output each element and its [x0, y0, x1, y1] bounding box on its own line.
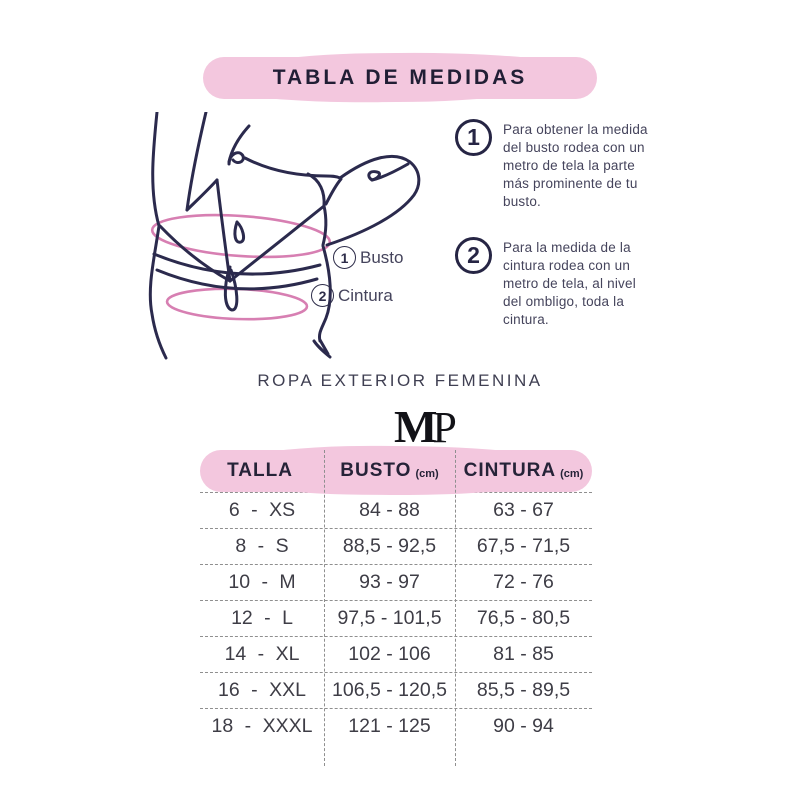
cell-busto: 106,5 - 120,5 — [332, 679, 447, 701]
column-header-busto-unit: (cm) — [415, 467, 439, 480]
cell-cintura: 72 - 76 — [493, 571, 554, 593]
cell-talla: 8 - S — [235, 535, 289, 557]
table-row: 18 - XXXL 121 - 125 90 - 94 — [200, 708, 592, 744]
column-header-busto: BUSTO (cm) — [324, 450, 455, 492]
column-header-cintura: CINTURA (cm) — [455, 450, 592, 492]
cell-cintura: 85,5 - 89,5 — [476, 679, 571, 701]
cintura-label: Cintura — [338, 285, 393, 305]
table-row: 12 - L 97,5 - 101,5 76,5 - 80,5 — [200, 600, 592, 636]
title-banner: TABLA DE MEDIDAS — [203, 51, 597, 104]
busto-label: Busto — [360, 247, 404, 267]
cell-busto: 84 - 88 — [359, 499, 420, 521]
column-header-cintura-label: CINTURA — [463, 460, 557, 481]
torso-strokes — [148, 112, 421, 360]
instruction-2: 2 Para la medida de la cintura rodea con… — [455, 237, 648, 329]
cell-cintura: 90 - 94 — [493, 715, 554, 737]
brand-letter-p: P — [432, 403, 457, 452]
cintura-number-circle: 2 — [311, 284, 334, 307]
instruction-2-number-circle: 2 — [455, 237, 492, 274]
brand-letter-m: M — [394, 401, 438, 452]
cell-talla: 6 - XS — [228, 499, 296, 521]
cell-talla: 12 - L — [231, 607, 293, 629]
bust-measure-ellipse — [150, 213, 332, 259]
page-title: TABLA DE MEDIDAS — [272, 66, 528, 89]
column-header-talla-label: TALLA — [227, 460, 293, 481]
cell-talla: 14 - XL — [224, 643, 300, 665]
instruction-1: 1 Para obtener la medida del busto rodea… — [455, 119, 648, 211]
table-row: 10 - M 93 - 97 72 - 76 — [200, 564, 592, 600]
table-row: 14 - XL 102 - 106 81 - 85 — [200, 636, 592, 672]
cell-busto: 88,5 - 92,5 — [342, 535, 437, 557]
cell-cintura: 76,5 - 80,5 — [476, 607, 571, 629]
figure-label-cintura: 2 Cintura — [311, 284, 393, 307]
column-divider-1 — [324, 450, 325, 766]
table-row: 8 - S 88,5 - 92,5 67,5 - 71,5 — [200, 528, 592, 564]
size-table: TALLA BUSTO (cm) CINTURA (cm) 6 - XS 84 - … — [200, 444, 592, 766]
cell-busto: 121 - 125 — [348, 715, 431, 737]
figure-label-busto: 1 Busto — [333, 246, 403, 269]
column-header-talla: TALLA — [200, 450, 324, 492]
instruction-2-text: Para la medida de la cintura rodea con u… — [503, 240, 636, 327]
instruction-1-text: Para obtener la medida del busto rodea c… — [503, 122, 648, 209]
column-header-busto-label: BUSTO — [340, 460, 412, 481]
cell-talla: 16 - XXL — [218, 679, 306, 701]
column-header-cintura-unit: (cm) — [560, 467, 584, 480]
section-title: ROPA EXTERIOR FEMENINA — [257, 371, 543, 390]
cell-cintura: 63 - 67 — [493, 499, 554, 521]
brand-logo: MP — [394, 404, 457, 450]
cell-cintura: 67,5 - 71,5 — [476, 535, 571, 557]
column-divider-2 — [455, 450, 456, 766]
table-row: 16 - XXL 106,5 - 120,5 85,5 - 89,5 — [200, 672, 592, 708]
cell-talla: 18 - XXXL — [211, 715, 313, 737]
cell-talla: 10 - M — [228, 571, 296, 593]
torso-line-drawing — [148, 112, 421, 360]
cell-busto: 97,5 - 101,5 — [337, 607, 442, 629]
cell-cintura: 81 - 85 — [493, 643, 554, 665]
table-row: 6 - XS 84 - 88 63 - 67 — [200, 492, 592, 528]
cell-busto: 93 - 97 — [359, 571, 420, 593]
table-header: TALLA BUSTO (cm) CINTURA (cm) — [200, 444, 592, 497]
instruction-1-number-circle: 1 — [455, 119, 492, 156]
cell-busto: 102 - 106 — [348, 643, 431, 665]
busto-number-circle: 1 — [333, 246, 356, 269]
